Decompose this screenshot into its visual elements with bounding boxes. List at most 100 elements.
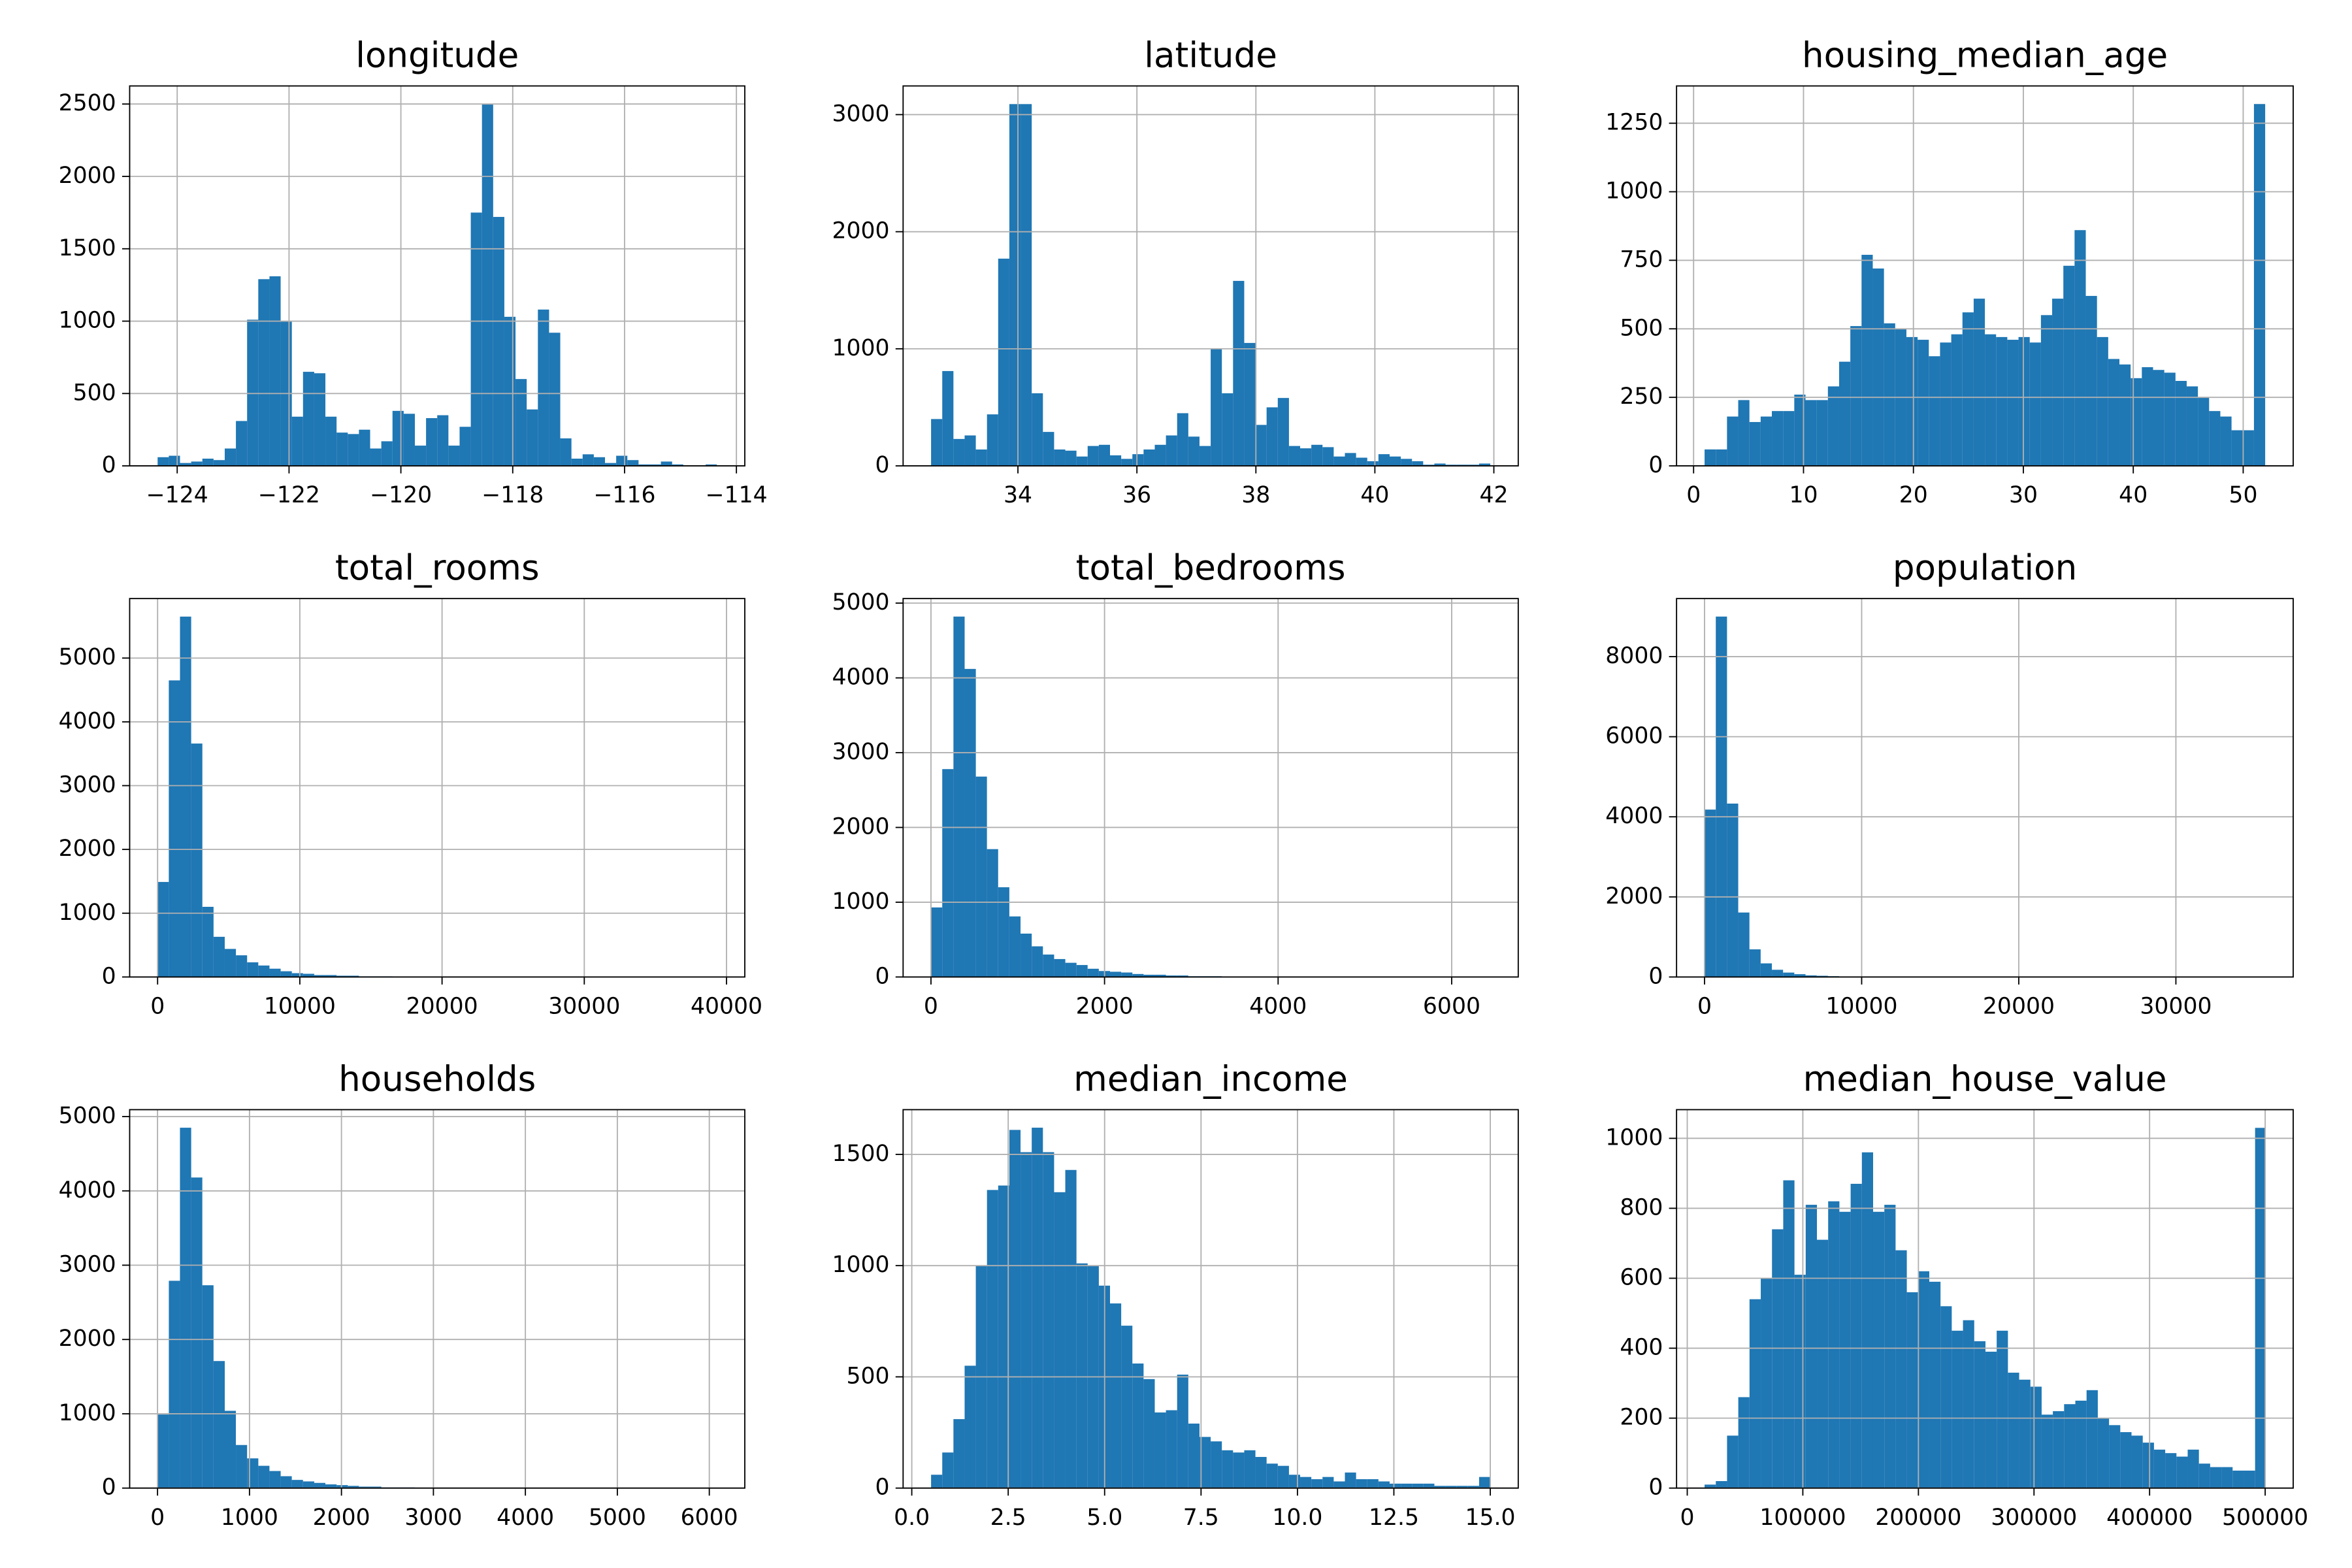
histogram-bar bbox=[1277, 398, 1289, 466]
histogram-bar bbox=[302, 1481, 314, 1488]
x-tick-label: 36 bbox=[1122, 482, 1151, 508]
histogram-bar bbox=[2221, 1467, 2233, 1488]
histogram-bar bbox=[1997, 1330, 2008, 1488]
histogram-bar bbox=[2187, 1449, 2199, 1488]
histogram-bar bbox=[571, 459, 583, 466]
histogram-bar bbox=[1705, 809, 1716, 977]
histogram-bar bbox=[616, 455, 628, 466]
histogram-bar bbox=[1211, 1441, 1222, 1488]
histogram-bar bbox=[1021, 1152, 1032, 1488]
histogram-bar bbox=[942, 769, 954, 977]
y-tick-label: 800 bbox=[1620, 1194, 1663, 1220]
y-tick-label: 8000 bbox=[1605, 643, 1663, 669]
y-tick-label: 1000 bbox=[59, 1400, 116, 1426]
histogram-bar bbox=[538, 309, 549, 466]
histogram-bar bbox=[987, 849, 998, 977]
histogram-bar bbox=[1772, 970, 1784, 977]
histogram-bar bbox=[2075, 1400, 2087, 1488]
histogram-bar bbox=[359, 429, 370, 466]
y-tick-label: 5000 bbox=[832, 589, 889, 615]
histogram-bar bbox=[1166, 975, 1177, 977]
histogram-bar bbox=[448, 446, 460, 466]
histogram-bar bbox=[1940, 342, 1952, 466]
histogram-bar bbox=[2244, 1470, 2255, 1488]
y-tick-label: 1000 bbox=[1605, 178, 1663, 204]
histogram-bar bbox=[2231, 430, 2243, 466]
histogram-bar bbox=[414, 446, 427, 466]
histogram-bar bbox=[1043, 955, 1054, 977]
y-tick-label: 750 bbox=[1620, 246, 1663, 272]
histogram-bar bbox=[1322, 447, 1334, 466]
histogram-bar bbox=[1311, 444, 1323, 466]
x-tick-label: 300000 bbox=[1991, 1505, 2077, 1531]
histogram-bar bbox=[1952, 1330, 1963, 1488]
histogram-bar bbox=[942, 1452, 954, 1488]
chart-title: total_bedrooms bbox=[1076, 547, 1346, 588]
histogram-bar bbox=[1087, 446, 1099, 466]
axes-frame bbox=[902, 1109, 1519, 1489]
histogram-bar bbox=[2063, 265, 2075, 466]
histogram-bar bbox=[224, 949, 237, 977]
histogram-bar bbox=[987, 1190, 998, 1488]
chart-title: median_house_value bbox=[1803, 1058, 2167, 1099]
histogram-bar bbox=[2198, 1463, 2210, 1488]
y-tick-label: 0 bbox=[1648, 452, 1663, 478]
histogram-bar bbox=[1333, 1481, 1345, 1488]
histogram-bar bbox=[1817, 1239, 1829, 1488]
y-tick-label: 600 bbox=[1620, 1264, 1663, 1290]
histogram-bar bbox=[1154, 1412, 1166, 1488]
histogram-bar bbox=[348, 434, 359, 466]
histogram-bar bbox=[1850, 326, 1862, 466]
chart-title: population bbox=[1893, 547, 2077, 588]
histogram-bar bbox=[359, 1486, 370, 1488]
y-tick-label: 250 bbox=[1620, 384, 1663, 410]
histogram-bar bbox=[953, 1419, 965, 1488]
histogram-bar bbox=[2220, 416, 2232, 466]
histogram-bar bbox=[1412, 461, 1424, 466]
histogram-bar bbox=[527, 409, 538, 466]
y-tick-label: 2500 bbox=[59, 90, 116, 116]
histogram-bar bbox=[1065, 450, 1077, 466]
histogram-bar bbox=[1009, 916, 1021, 977]
histogram-bar bbox=[2253, 104, 2266, 466]
histogram-bar bbox=[280, 1476, 292, 1488]
histogram-bar bbox=[1367, 461, 1379, 466]
x-tick-label: 1000 bbox=[221, 1505, 278, 1531]
histogram-bar bbox=[953, 616, 965, 977]
x-tick-label: 5.0 bbox=[1086, 1505, 1122, 1531]
histogram-bar bbox=[202, 906, 214, 977]
histogram-bar bbox=[627, 460, 639, 466]
histogram-bar bbox=[314, 373, 326, 466]
histogram-bar bbox=[2007, 340, 2019, 466]
histogram-bar bbox=[1032, 946, 1043, 977]
histogram-bar bbox=[1760, 416, 1772, 466]
histogram-bar bbox=[1132, 1363, 1144, 1488]
x-tick-label: −118 bbox=[482, 482, 544, 508]
histogram-bar bbox=[302, 372, 314, 466]
x-tick-label: −116 bbox=[593, 482, 655, 508]
histogram-bar bbox=[157, 457, 169, 466]
histogram-bar bbox=[1143, 974, 1155, 977]
histogram-bar bbox=[213, 1361, 225, 1488]
histogram-bar bbox=[1345, 1472, 1356, 1488]
histogram-bar bbox=[1929, 356, 1940, 466]
histogram-bar bbox=[370, 448, 382, 466]
histogram-bar bbox=[1054, 449, 1066, 466]
histogram-bar bbox=[325, 975, 337, 977]
histogram-bar bbox=[1705, 1484, 1716, 1488]
histogram-bar bbox=[1716, 1480, 1727, 1488]
histogram-bar bbox=[1884, 1205, 1896, 1488]
y-tick-label: 400 bbox=[1620, 1335, 1663, 1361]
histogram-bar bbox=[1177, 413, 1188, 466]
histogram-bar bbox=[224, 448, 237, 466]
histogram-bar bbox=[1188, 436, 1200, 466]
histogram-bar bbox=[2175, 381, 2187, 466]
histogram-bar bbox=[1794, 974, 1806, 977]
histogram-bar bbox=[169, 680, 180, 977]
histogram-bar bbox=[1300, 448, 1312, 466]
histogram-bar bbox=[348, 1486, 359, 1488]
histogram-bar bbox=[1705, 449, 1716, 466]
histogram-bar bbox=[706, 464, 717, 466]
chart-title: total_rooms bbox=[335, 547, 540, 588]
histogram-bar bbox=[1828, 1201, 1840, 1488]
